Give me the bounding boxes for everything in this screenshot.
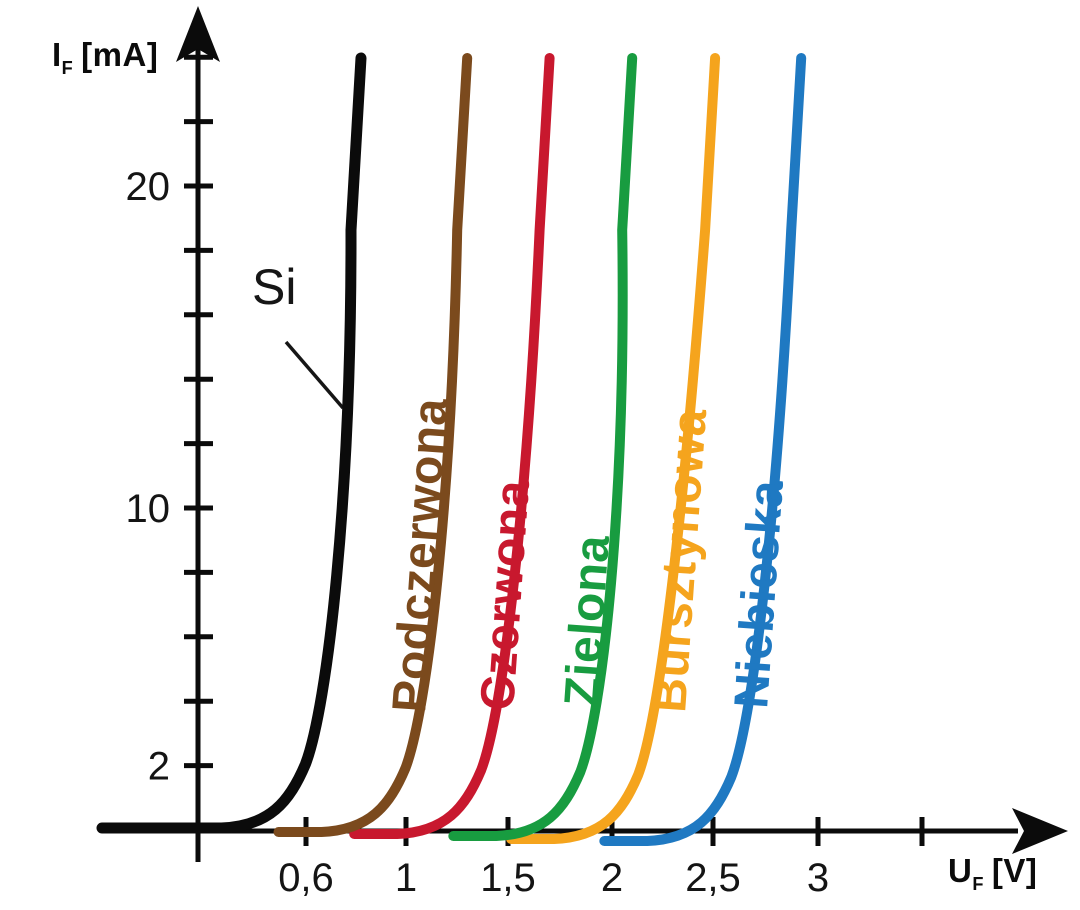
curve-podczerwona — [273, 53, 473, 837]
si-annotation-label: Si — [252, 259, 297, 315]
x-axis-arrowhead-icon — [1012, 808, 1068, 854]
x-axis-subscript: F — [972, 874, 984, 895]
diode-curves — [96, 52, 807, 846]
x-axis-unit-label: UF [V] — [948, 852, 1037, 895]
curve-niebieska — [599, 53, 807, 846]
y-axis-unit-label: IF [mA] — [52, 36, 158, 79]
y-axis-unit: [mA] — [81, 36, 159, 73]
y-tick-label: 10 — [126, 487, 171, 531]
y-axis-subscript: F — [61, 58, 74, 79]
y-tick-label: 2 — [148, 745, 170, 789]
curve-czerwona — [349, 53, 555, 839]
curve-si — [96, 52, 367, 834]
x-tick-label: 3 — [807, 856, 829, 900]
series-label-zielona: Zielona — [555, 533, 620, 709]
y-axis-ticks: 2 10 20 — [126, 54, 213, 789]
x-tick-label: 1,5 — [480, 856, 536, 900]
curve-bursztynowa — [506, 53, 721, 844]
x-axis-unit: [V] — [991, 852, 1038, 889]
curve-zielona — [448, 53, 638, 841]
x-tick-label: 2,5 — [685, 856, 741, 900]
x-tick-label: 1 — [395, 856, 417, 900]
x-axis-symbol: U — [948, 852, 973, 889]
x-tick-label: 0,6 — [278, 856, 334, 900]
y-axis-symbol: I — [52, 36, 62, 73]
y-axis-arrowhead-icon — [176, 6, 220, 62]
x-axis-ticks: 0,6 1 1,5 2 2,5 3 — [278, 817, 925, 900]
y-tick-label: 20 — [126, 165, 171, 209]
x-tick-label: 2 — [601, 856, 623, 900]
si-annotation-leader-line — [284, 340, 345, 410]
